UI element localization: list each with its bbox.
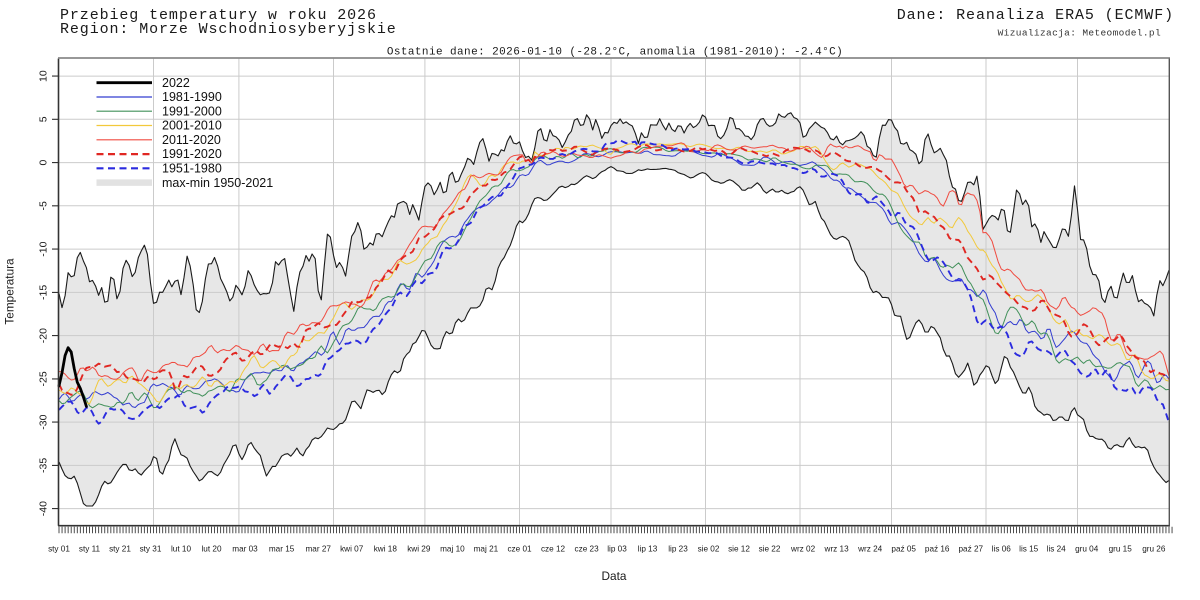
- svg-text:wrz 24: wrz 24: [857, 545, 883, 554]
- svg-text:Region: Morze Wschodniosyberyj: Region: Morze Wschodniosyberyjskie: [60, 21, 397, 38]
- svg-text:gru 04: gru 04: [1075, 545, 1099, 554]
- svg-text:lip 13: lip 13: [638, 545, 658, 554]
- svg-text:Wizualizacja: Meteomodel.pl: Wizualizacja: Meteomodel.pl: [998, 27, 1161, 38]
- svg-text:maj 10: maj 10: [440, 545, 465, 554]
- svg-text:-35: -35: [38, 458, 50, 473]
- svg-text:mar 15: mar 15: [269, 545, 295, 554]
- svg-text:2022: 2022: [162, 76, 190, 90]
- svg-text:gru 26: gru 26: [1142, 545, 1166, 554]
- svg-text:gru 15: gru 15: [1109, 545, 1133, 554]
- svg-text:sie 12: sie 12: [728, 545, 750, 554]
- svg-text:-40: -40: [38, 501, 50, 516]
- svg-text:cze 01: cze 01: [507, 545, 532, 554]
- svg-text:sty 01: sty 01: [48, 545, 70, 554]
- svg-text:sie 22: sie 22: [759, 545, 781, 554]
- svg-text:wrz 13: wrz 13: [824, 545, 850, 554]
- svg-text:lip 23: lip 23: [668, 545, 688, 554]
- svg-text:kwi 29: kwi 29: [407, 545, 431, 554]
- svg-text:lut 20: lut 20: [201, 545, 221, 554]
- svg-text:Ostatnie dane: 2026-01-10 (-28: Ostatnie dane: 2026-01-10 (-28.2°C, anom…: [387, 47, 843, 59]
- svg-text:1991-2020: 1991-2020: [162, 147, 222, 161]
- svg-text:lip 03: lip 03: [607, 545, 627, 554]
- svg-text:paź 27: paź 27: [959, 545, 984, 554]
- svg-text:mar 03: mar 03: [232, 545, 258, 554]
- svg-text:max-min 1950-2021: max-min 1950-2021: [162, 176, 273, 190]
- svg-text:-5: -5: [38, 201, 50, 210]
- svg-text:1991-2000: 1991-2000: [162, 104, 222, 118]
- svg-text:10: 10: [38, 70, 50, 82]
- svg-text:5: 5: [38, 116, 50, 122]
- svg-text:wrz 02: wrz 02: [790, 545, 816, 554]
- svg-text:-15: -15: [38, 285, 50, 300]
- svg-text:Przebieg temperatury w roku 20: Przebieg temperatury w roku 2026: [60, 7, 377, 24]
- svg-text:lis 15: lis 15: [1019, 545, 1039, 554]
- svg-text:paź 05: paź 05: [891, 545, 916, 554]
- svg-text:Data: Data: [602, 569, 627, 583]
- svg-text:sie 02: sie 02: [698, 545, 720, 554]
- svg-text:sty 21: sty 21: [109, 545, 131, 554]
- svg-text:lut 10: lut 10: [171, 545, 191, 554]
- svg-text:cze 23: cze 23: [575, 545, 600, 554]
- svg-text:2011-2020: 2011-2020: [162, 133, 221, 147]
- svg-text:lis 24: lis 24: [1047, 545, 1067, 554]
- svg-text:-10: -10: [38, 241, 50, 256]
- svg-text:kwi 18: kwi 18: [374, 545, 398, 554]
- svg-text:1951-1980: 1951-1980: [162, 162, 222, 176]
- svg-text:cze 12: cze 12: [541, 545, 566, 554]
- svg-text:kwi 07: kwi 07: [340, 545, 364, 554]
- svg-text:-25: -25: [38, 371, 50, 386]
- svg-text:Temperatura: Temperatura: [3, 258, 17, 325]
- svg-text:Dane: Reanaliza ERA5 (ECMWF): Dane: Reanaliza ERA5 (ECMWF): [897, 7, 1174, 24]
- svg-text:-20: -20: [38, 328, 50, 343]
- svg-text:mar 27: mar 27: [305, 545, 331, 554]
- svg-text:lis 06: lis 06: [992, 545, 1012, 554]
- svg-text:maj 21: maj 21: [474, 545, 499, 554]
- svg-text:0: 0: [38, 160, 50, 166]
- svg-text:2001-2010: 2001-2010: [162, 119, 222, 133]
- svg-text:-30: -30: [38, 414, 50, 429]
- svg-text:paź 16: paź 16: [925, 545, 950, 554]
- svg-text:sty 11: sty 11: [79, 545, 101, 554]
- svg-text:sty 31: sty 31: [140, 545, 162, 554]
- svg-text:1981-1990: 1981-1990: [162, 90, 222, 104]
